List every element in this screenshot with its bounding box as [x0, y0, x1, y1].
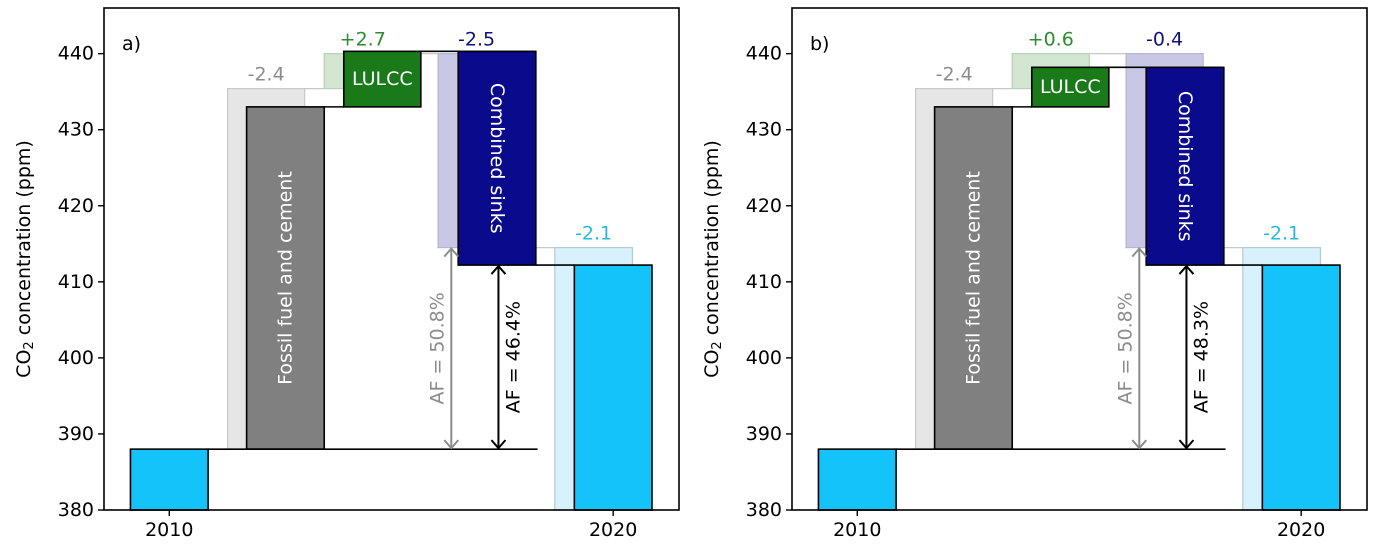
y-axis-label-rest: concentration (ppm)	[13, 140, 35, 341]
fossil-bar-label: Fossil fuel and cement	[962, 171, 984, 385]
fossil-delta-label: -2.4	[248, 64, 285, 86]
x-tick-label: 2010	[833, 519, 881, 541]
y-tick-label: 390	[746, 423, 782, 445]
sinks-bar-label: Combined sinks	[486, 83, 508, 234]
y-axis-label-subscript: 2	[22, 341, 37, 349]
y-tick-label: 390	[58, 423, 94, 445]
x-tick-label: 2020	[589, 519, 637, 541]
lulcc-bar	[342, 50, 422, 108]
y-tick-label: 420	[746, 195, 782, 217]
sinks-bar	[457, 50, 537, 266]
fossil-delta-label: -2.4	[936, 64, 973, 86]
panel-a: Fossil fuel and cement LULCC Combined sink…	[13, 7, 680, 541]
panel-label: b)	[810, 33, 829, 55]
af-main-arrow-head-top	[1178, 264, 1195, 275]
af-main-arrow-head-bottom	[490, 439, 507, 450]
fossil-bar-label: Fossil fuel and cement	[274, 171, 296, 385]
af-ghost-arrow-head-bottom	[443, 439, 460, 450]
y-tick-label: 410	[58, 271, 94, 293]
y-tick-label: 380	[58, 499, 94, 521]
lulcc-delta-label: +2.7	[340, 29, 386, 51]
end-delta-label: -2.1	[1263, 223, 1300, 245]
y-tick-label: 430	[746, 119, 782, 141]
start-bar	[129, 448, 209, 511]
y-tick-label: 420	[58, 195, 94, 217]
sinks-bar	[1145, 66, 1225, 266]
af-main-arrow-head-bottom	[1178, 439, 1195, 450]
lulcc-bar-label: LULCC	[352, 68, 413, 90]
x-tick-label: 2020	[1277, 519, 1325, 541]
y-tick-label: 400	[58, 347, 94, 369]
af-main-label: AF = 46.4%	[502, 301, 524, 413]
y-tick-label: 410	[746, 271, 782, 293]
axes-frame	[791, 7, 1368, 511]
af-ghost-label: AF = 50.8%	[426, 292, 448, 404]
start-bar	[817, 448, 897, 511]
y-tick-label: 380	[746, 499, 782, 521]
panel-b: Fossil fuel and cement LULCC Combined sink…	[701, 7, 1368, 541]
y-axis-label: CO2 concentration (ppm)	[13, 140, 37, 378]
sinks-bar-label: Combined sinks	[1174, 91, 1196, 242]
y-axis-label: CO2 concentration (ppm)	[701, 140, 725, 378]
end-bar	[1261, 264, 1341, 511]
y-tick-label: 440	[746, 43, 782, 65]
af-ghost-label: AF = 50.8%	[1114, 292, 1136, 404]
y-axis-label-rest: concentration (ppm)	[701, 140, 723, 341]
panel-label: a)	[122, 33, 141, 55]
y-tick-label: 430	[58, 119, 94, 141]
y-axis-label-main: CO	[701, 350, 723, 378]
end-bar	[573, 264, 653, 511]
af-main-arrow-head-top	[490, 264, 507, 275]
sinks-delta-label: -2.5	[458, 29, 495, 51]
af-ghost-arrow-head-top	[443, 247, 460, 258]
af-ghost-arrow-head-top	[1131, 247, 1148, 258]
fossil-bar	[933, 106, 1014, 450]
y-tick-label: 400	[746, 347, 782, 369]
y-axis-label-subscript: 2	[710, 341, 725, 349]
af-main-label: AF = 48.3%	[1190, 301, 1212, 413]
end-delta-label: -2.1	[575, 223, 612, 245]
af-ghost-arrow-head-bottom	[1131, 439, 1148, 450]
x-tick-label: 2010	[145, 519, 193, 541]
y-axis-label-main: CO	[13, 350, 35, 378]
lulcc-bar-label: LULCC	[1040, 76, 1101, 98]
y-tick-label: 440	[58, 43, 94, 65]
sinks-delta-label: -0.4	[1146, 29, 1183, 51]
axes-frame	[103, 7, 680, 511]
lulcc-bar	[1030, 66, 1110, 108]
lulcc-delta-label: +0.6	[1028, 29, 1074, 51]
